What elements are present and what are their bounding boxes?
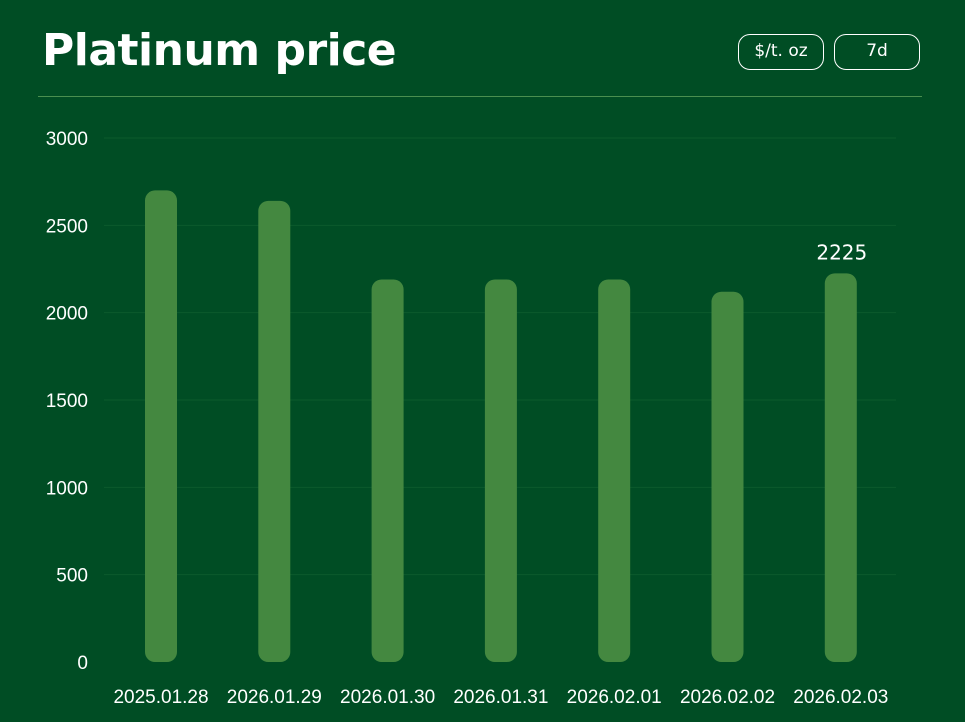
y-tick-label: 1000	[46, 478, 88, 499]
y-tick-label: 500	[56, 566, 88, 587]
bar[interactable]	[711, 291, 744, 662]
data-labels: 2225	[816, 240, 867, 264]
x-tick-label: 2026.02.01	[567, 687, 662, 708]
bar[interactable]	[145, 190, 177, 662]
x-tick-label: 2026.01.31	[453, 687, 548, 708]
x-tick-label: 2026.02.02	[680, 687, 775, 708]
bar[interactable]	[824, 273, 857, 662]
header-divider	[38, 96, 922, 97]
y-tick-label: 1500	[46, 391, 88, 412]
page-title: Platinum price	[42, 25, 397, 76]
bars	[145, 190, 857, 662]
bar[interactable]	[258, 200, 291, 662]
y-tick-label: 2500	[46, 216, 88, 237]
time-range-button[interactable]: 7d	[834, 34, 920, 70]
bar[interactable]	[371, 279, 404, 662]
y-axis-ticks: 0 500 1000 1500 2000 2500 3000	[46, 129, 88, 674]
x-tick-label: 2026.01.29	[227, 687, 322, 708]
data-label: 2225	[816, 240, 867, 264]
bar[interactable]	[484, 279, 517, 662]
x-axis-ticks: 2025.01.28 2026.01.29 2026.01.30 2026.01.31…	[113, 687, 888, 708]
x-tick-label: 2026.01.30	[340, 687, 435, 708]
x-tick-label: 2025.01.28	[113, 687, 208, 708]
unit-selector-button[interactable]: $/t. oz	[738, 34, 824, 70]
y-tick-label: 3000	[46, 129, 88, 150]
y-tick-label: 2000	[46, 304, 88, 325]
bar[interactable]	[598, 279, 631, 662]
x-tick-label: 2026.02.03	[793, 687, 888, 708]
y-tick-label: 0	[77, 653, 88, 674]
